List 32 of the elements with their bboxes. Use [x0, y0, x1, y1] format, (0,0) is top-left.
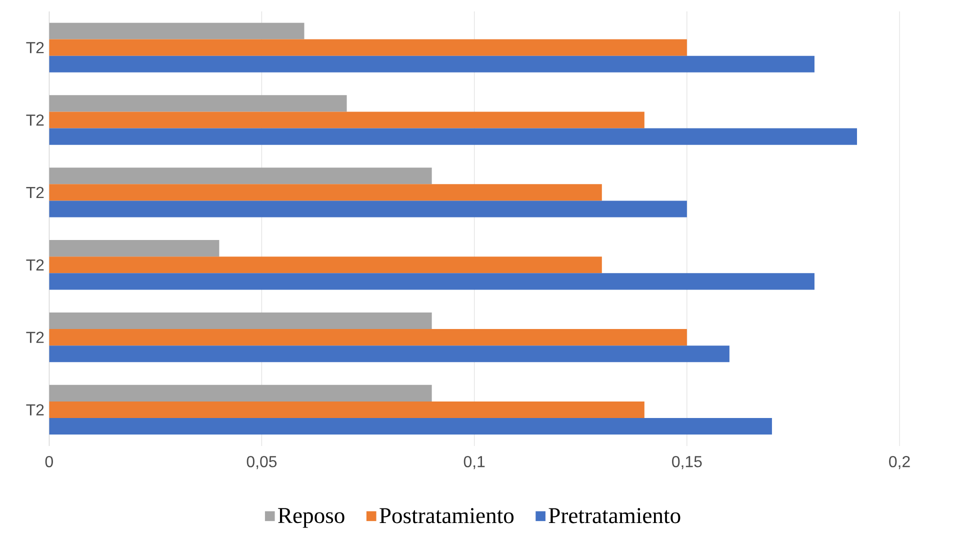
- y-tick-label: T2: [26, 404, 44, 416]
- bar: [49, 384, 432, 402]
- x-tick-label: 0,15: [672, 456, 702, 470]
- bar: [49, 256, 602, 274]
- bar: [49, 56, 814, 72]
- bar: [49, 329, 687, 346]
- legend-label: Reposo: [278, 508, 344, 528]
- bar: [49, 112, 644, 128]
- x-tick-label: 0,1: [464, 456, 485, 470]
- legend-label: Postratamiento: [380, 508, 514, 524]
- bar: [49, 240, 220, 257]
- bar: [49, 200, 687, 218]
- x-tick-label: 0: [45, 456, 53, 468]
- bar: [49, 402, 644, 418]
- x-tick-label: 0,05: [246, 456, 277, 470]
- x-tick-label: 0,2: [889, 456, 910, 470]
- bar: [49, 39, 687, 56]
- bar: [49, 95, 347, 112]
- y-tick-label: T2: [26, 259, 44, 270]
- bar: [49, 128, 858, 145]
- bar: [49, 418, 772, 435]
- bar: [49, 168, 432, 184]
- bar: [49, 184, 602, 201]
- y-tick-label: T2: [26, 186, 44, 198]
- y-tick-label: T2: [26, 114, 44, 126]
- bar: [49, 312, 432, 330]
- legend-label: Pretratamiento: [548, 508, 680, 524]
- y-tick-label: T2: [26, 42, 44, 54]
- bar: [49, 22, 304, 40]
- bar: [49, 346, 730, 362]
- y-tick-label: T2: [26, 332, 44, 343]
- bar: [49, 273, 814, 290]
